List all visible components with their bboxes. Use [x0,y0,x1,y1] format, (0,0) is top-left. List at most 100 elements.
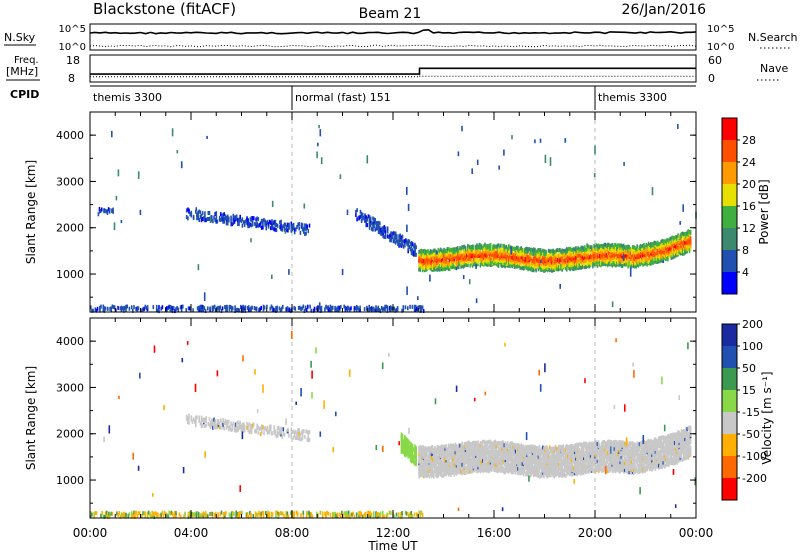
echo-cell [556,257,559,262]
echo-cell [353,308,356,313]
echo-cell [526,456,528,461]
echo-cell [505,244,508,249]
echo-cell [494,257,496,262]
echo-cell [667,242,669,247]
echo-cell [471,168,473,174]
echo-cell [619,259,621,264]
echo-cell [606,263,609,268]
echo-cell [653,240,656,245]
echo-cell [477,254,479,259]
echo-cell [504,470,507,475]
echo-cell [658,254,660,259]
echo-cell [613,252,616,257]
echo-cell [629,260,632,265]
echo-cell [531,266,534,270]
echo-cell [214,419,216,424]
echo-cell [516,456,518,461]
echo-cell [377,223,380,228]
echo-cell [437,458,440,463]
echo-cell [669,236,671,241]
echo-cell [471,260,474,264]
echo-cell [517,462,519,467]
echo-cell [355,213,357,218]
echo-cell [546,451,549,456]
echo-cell [500,469,502,474]
echo-cell [510,464,512,468]
echo-cell [479,463,482,467]
echo-cell [430,259,433,263]
echo-cell [307,430,310,435]
echo-cell [684,247,686,252]
echo-cell [466,447,468,452]
echo-cell [554,470,557,475]
echo-cell [457,151,460,157]
echo-cell [469,263,471,268]
echo-cell [511,261,513,266]
echo-cell [586,255,588,260]
echo-cell [361,212,364,217]
echo-cell [472,253,475,258]
echo-cell [535,268,537,273]
echo-cell [443,453,445,458]
echo-cell [224,305,226,310]
echo-cell [255,217,257,222]
echo-cell [637,263,640,268]
echo-cell [511,246,513,251]
echo-cell [483,244,485,249]
echo-cell [304,226,306,231]
echo-cell [430,445,433,450]
echo-cell [228,304,231,309]
echo-cell [423,251,426,256]
echo-cell [338,305,341,310]
echo-cell [406,286,408,295]
echo-cell [435,448,437,453]
echo-cell [463,260,466,265]
echo-cell [185,308,187,313]
echo-cell [477,244,479,249]
echo-cell [411,454,414,459]
echo-cell [308,223,311,228]
echo-cell [287,307,290,312]
echo-cell [556,265,559,270]
echo-cell [320,305,323,310]
echo-cell [497,440,500,445]
echo-cell [254,222,256,226]
noise-sky-trace [89,28,697,35]
echo-cell [572,267,575,271]
echo-cell [443,471,445,476]
echo-cell [529,250,532,255]
echo-cell [220,418,222,423]
echo-cell [483,445,485,450]
echo-cell [458,463,460,468]
echo-cell [568,263,570,267]
echo-cell [658,250,660,255]
echo-cell [272,226,274,231]
echo-cell [256,216,258,221]
echo-cell [527,449,529,454]
echo-cell [533,255,535,260]
echo-cell [661,246,663,251]
echo-cell [664,246,667,251]
echo-cell [504,249,507,254]
echo-cell [283,432,286,437]
echo-cell [508,453,510,458]
echo-cell [677,244,679,249]
echo-cell [480,445,483,450]
echo-cell [439,255,442,260]
echo-cell [679,248,682,253]
echo-cell [495,254,498,259]
echo-cell [626,245,628,249]
echo-cell [469,245,471,250]
echo-cell [257,223,260,228]
echo-cell [483,464,485,468]
echo-cell [290,309,292,314]
echo-cell [247,424,249,429]
echo-cell [619,246,621,251]
echo-cell [629,264,632,269]
echo-cell [285,307,287,312]
echo-cell [443,247,445,252]
echo-cell [505,260,508,265]
echo-cell [438,461,441,466]
echo-cell [660,239,662,244]
echo-cell [562,459,565,464]
